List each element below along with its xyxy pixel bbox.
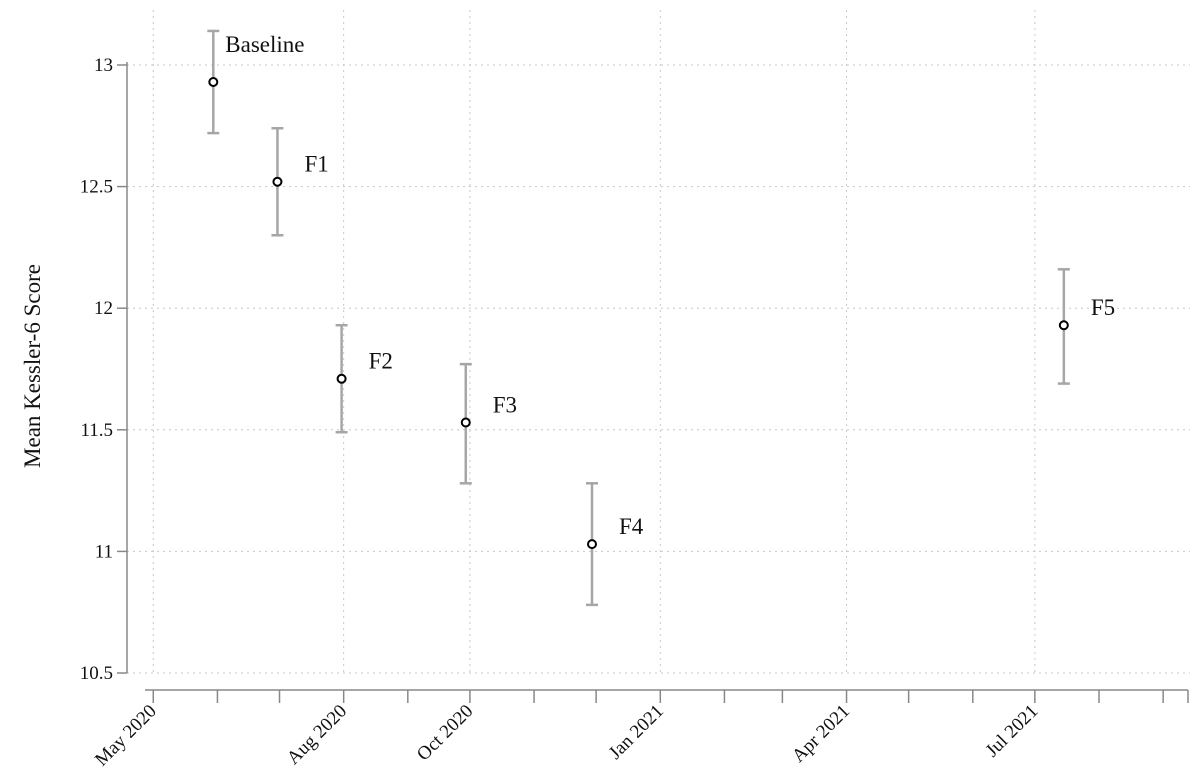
y-tick-label: 13 [94, 55, 113, 76]
y-axis-title: Mean Kessler-6 Score [20, 264, 45, 468]
x-tick-label: Jul 2021 [982, 701, 1043, 762]
x-tick-label: Apr 2021 [788, 701, 854, 767]
data-point-f3: F3 [459, 362, 517, 485]
y-tick-label: 11.5 [80, 420, 113, 441]
data-point-baseline: Baseline [207, 29, 304, 135]
data-point-f5: F5 [1057, 268, 1115, 385]
y-tick-label: 12 [94, 298, 113, 319]
x-tick-label: Oct 2020 [413, 701, 477, 765]
point-marker [272, 176, 283, 187]
point-marker [460, 417, 471, 428]
data-point-f1: F1 [271, 126, 329, 237]
point-label: F3 [493, 393, 517, 418]
data-point-f2: F2 [335, 323, 393, 434]
data-point-f4: F4 [586, 482, 644, 607]
point-marker [587, 539, 597, 550]
x-tick-label: May 2020 [91, 701, 161, 771]
x-tick-label: Aug 2020 [283, 701, 351, 769]
point-label: F2 [369, 349, 393, 374]
point-marker [336, 373, 347, 384]
point-label: F4 [619, 514, 644, 539]
y-tick-label: 11 [95, 541, 113, 562]
point-label: F1 [304, 152, 328, 177]
point-marker [1058, 320, 1069, 331]
x-tick-label: Jan 2021 [605, 701, 668, 764]
y-tick-label: 12.5 [80, 177, 113, 198]
y-tick-label: 10.5 [80, 663, 113, 684]
point-label: F5 [1091, 295, 1115, 320]
point-label: Baseline [225, 32, 304, 57]
point-marker [208, 77, 219, 88]
